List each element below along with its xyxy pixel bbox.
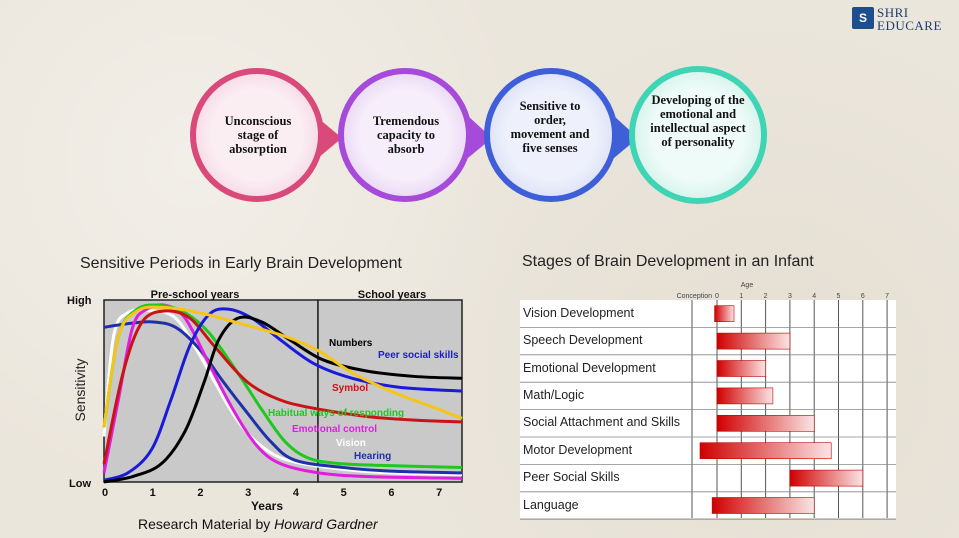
- curves-group: [102, 303, 463, 484]
- stage-circle-4: [629, 66, 767, 204]
- age-tick-label: 7: [885, 293, 889, 300]
- x-tick-labels: 0 1 2 3 4 5 6 7: [102, 487, 442, 499]
- age-label: Age: [741, 282, 754, 289]
- stage-row-label: Emotional Development: [523, 360, 656, 375]
- stage-row-label: Math/Logic: [523, 387, 585, 402]
- curve-numbers: [103, 315, 463, 484]
- stage-bar: [716, 360, 766, 377]
- curve-label-peer-social-skills: Peer social skills: [378, 350, 459, 361]
- y-axis-label: Sensitivity: [72, 358, 88, 421]
- logo-text-line2: EDUCARE: [877, 18, 942, 33]
- x-tick-label: 0: [102, 487, 108, 499]
- x-tick-label: 6: [388, 487, 394, 499]
- curve-hearing: [103, 320, 463, 475]
- stage-circle-2: [338, 68, 492, 202]
- x-axis-label: Years: [251, 499, 283, 513]
- age-tick-label: 5: [837, 293, 841, 300]
- stage-bar: [699, 442, 832, 460]
- curve-label-habitual: Habitual ways of responding: [268, 408, 404, 419]
- stage-text-2: Tremendous capacity to absorb: [372, 114, 440, 156]
- x-tick-label: 5: [341, 487, 347, 499]
- curve-series-7: [102, 305, 463, 428]
- stage-bars: [520, 305, 896, 520]
- curve-symbol: [102, 309, 463, 465]
- stage-row-label: Language: [523, 497, 579, 512]
- x-tick-label: 7: [436, 487, 442, 499]
- stage-row-label: Social Attachment and Skills: [523, 415, 681, 430]
- stage-row-label: Speech Development: [523, 333, 643, 348]
- curve-label-emotional-control: Emotional control: [292, 424, 377, 435]
- section-label-preschool: Pre-school years: [151, 289, 240, 301]
- y-low-label: Low: [69, 478, 91, 490]
- research-caption: Research Material by Howard Gardner: [138, 516, 378, 532]
- x-tick-label: 4: [293, 487, 300, 499]
- stage-row-label: Motor Development: [523, 442, 633, 457]
- age-tick-label: 1: [739, 293, 743, 300]
- curve-label-hearing: Hearing: [354, 451, 391, 462]
- logo-text-line1: SHRI: [877, 5, 909, 20]
- x-tick-label: 3: [245, 487, 251, 499]
- stage-row-label: Peer Social Skills: [523, 470, 620, 485]
- logo-mark-icon: S: [852, 7, 874, 29]
- stage-text-1: Unconscious stage of absorption: [224, 114, 292, 156]
- y-high-label: High: [67, 295, 92, 307]
- stage-circle-1: [190, 68, 342, 202]
- age-tick-label: 4: [812, 293, 816, 300]
- stage-bar: [789, 469, 864, 487]
- age-tick-label: 0: [715, 293, 719, 300]
- curve-label-vision: Vision: [336, 438, 366, 449]
- stage-text-3: Sensitive to order, movement and five se…: [510, 99, 590, 155]
- curve-label-numbers: Numbers: [329, 338, 373, 349]
- right-chart-title: Stages of Brain Development in an Infant: [522, 253, 814, 270]
- caption-prefix: Research Material by: [138, 516, 275, 532]
- stage-circle-3: [484, 68, 638, 202]
- section-label-school: School years: [358, 289, 426, 301]
- caption-author: Howard Gardner: [274, 516, 378, 532]
- stage-bar: [716, 332, 791, 350]
- left-chart-title: Sensitive Periods in Early Brain Develop…: [80, 255, 402, 272]
- curve-vision: [102, 308, 463, 477]
- curve-peer-social-skills: [103, 307, 463, 482]
- stage-bar: [716, 387, 774, 405]
- stage-bar: [714, 305, 735, 323]
- x-tick-label: 1: [150, 487, 156, 499]
- age-tick-label: 3: [788, 293, 792, 300]
- stage-bar: [716, 414, 815, 432]
- age-tick-label: 6: [861, 293, 865, 300]
- stage-bar: [711, 497, 815, 514]
- age-tick-label: 2: [764, 293, 768, 300]
- stage-row-label: Vision Development: [523, 305, 634, 320]
- conception-label: Conception: [677, 293, 713, 300]
- stage-text-4: Developing of the emotional and intellec…: [650, 93, 746, 149]
- brand-logo: S SHRI EDUCARE: [852, 5, 952, 33]
- curve-label-symbol: Symbol: [332, 383, 368, 394]
- x-tick-label: 2: [197, 487, 203, 499]
